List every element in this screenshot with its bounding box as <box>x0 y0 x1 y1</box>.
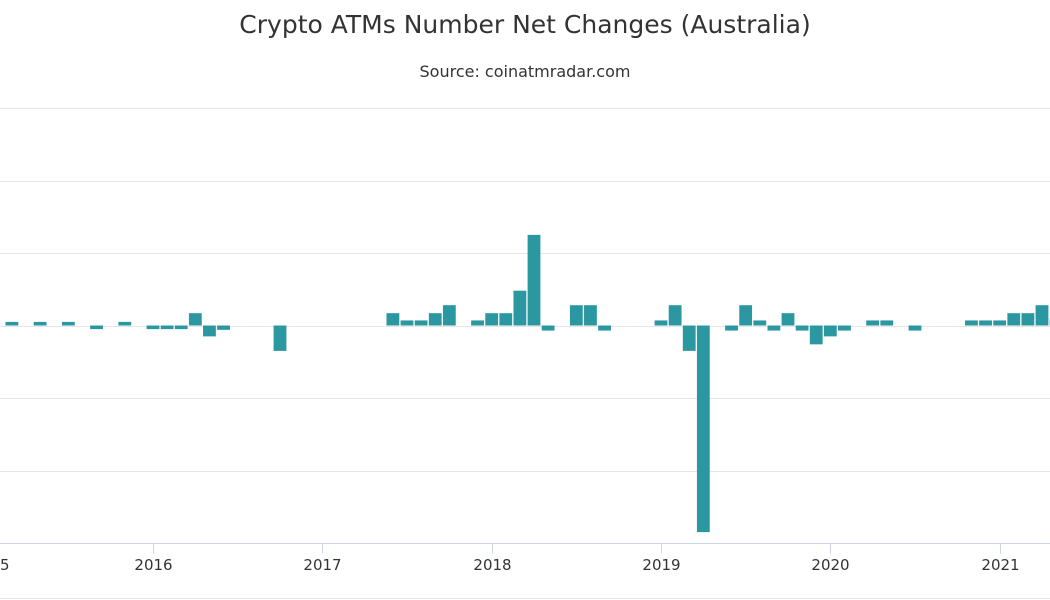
x-tick-label: 2020 <box>811 556 849 574</box>
bar[interactable] <box>414 320 428 326</box>
bar[interactable] <box>795 325 809 331</box>
bar[interactable] <box>1007 313 1021 326</box>
bar[interactable] <box>217 325 230 330</box>
bar[interactable] <box>965 320 978 326</box>
bar[interactable] <box>273 325 287 351</box>
bar[interactable] <box>513 290 527 326</box>
bar[interactable] <box>584 305 597 326</box>
bar[interactable] <box>90 325 103 330</box>
bar[interactable] <box>781 313 795 326</box>
x-tick-label: 2016 <box>134 556 172 574</box>
gridlines <box>0 108 1050 472</box>
bar[interactable] <box>654 320 668 326</box>
bar[interactable] <box>160 325 174 330</box>
chart-subtitle: Source: coinatmradar.com <box>419 62 631 81</box>
x-tick-label: 2017 <box>303 556 341 574</box>
bar[interactable] <box>569 305 583 326</box>
bar[interactable] <box>118 321 132 326</box>
bars <box>5 234 1050 533</box>
x-tick-label: 2021 <box>981 556 1019 574</box>
bar[interactable] <box>61 321 75 326</box>
bar[interactable] <box>188 313 202 326</box>
bar[interactable] <box>682 325 696 351</box>
bar[interactable] <box>880 320 894 326</box>
bar[interactable] <box>696 325 710 533</box>
bar[interactable] <box>979 320 992 326</box>
bar[interactable] <box>428 313 442 326</box>
x-tick-label: 5 <box>0 556 10 574</box>
bar[interactable] <box>442 305 456 326</box>
bar[interactable] <box>5 321 19 326</box>
x-tick-label: 2019 <box>642 556 680 574</box>
bar[interactable] <box>908 325 922 331</box>
bar[interactable] <box>33 321 47 326</box>
bar[interactable] <box>1035 305 1049 326</box>
bar[interactable] <box>499 313 513 326</box>
bar[interactable] <box>1021 313 1035 326</box>
bar[interactable] <box>823 325 837 337</box>
bar[interactable] <box>767 325 781 331</box>
bar[interactable] <box>146 325 160 330</box>
chart-title: Crypto ATMs Number Net Changes (Australi… <box>239 10 811 39</box>
bar[interactable] <box>725 325 738 331</box>
bar[interactable] <box>598 325 611 331</box>
x-tick-label: 2018 <box>473 556 511 574</box>
bar[interactable] <box>739 305 753 326</box>
bar[interactable] <box>753 320 767 326</box>
bar[interactable] <box>174 325 188 330</box>
bar[interactable] <box>471 320 484 326</box>
bar[interactable] <box>203 325 216 337</box>
bar[interactable] <box>993 320 1007 326</box>
bar[interactable] <box>386 313 400 326</box>
bar[interactable] <box>866 320 880 326</box>
bar[interactable] <box>541 325 555 331</box>
bar[interactable] <box>485 313 499 326</box>
bar[interactable] <box>838 325 851 331</box>
x-axis: 5 2016 2017 2018 2019 2020 2021 <box>0 543 1050 599</box>
bar[interactable] <box>809 325 823 345</box>
bar[interactable] <box>668 305 682 326</box>
bar[interactable] <box>400 320 414 326</box>
bar[interactable] <box>527 234 541 326</box>
